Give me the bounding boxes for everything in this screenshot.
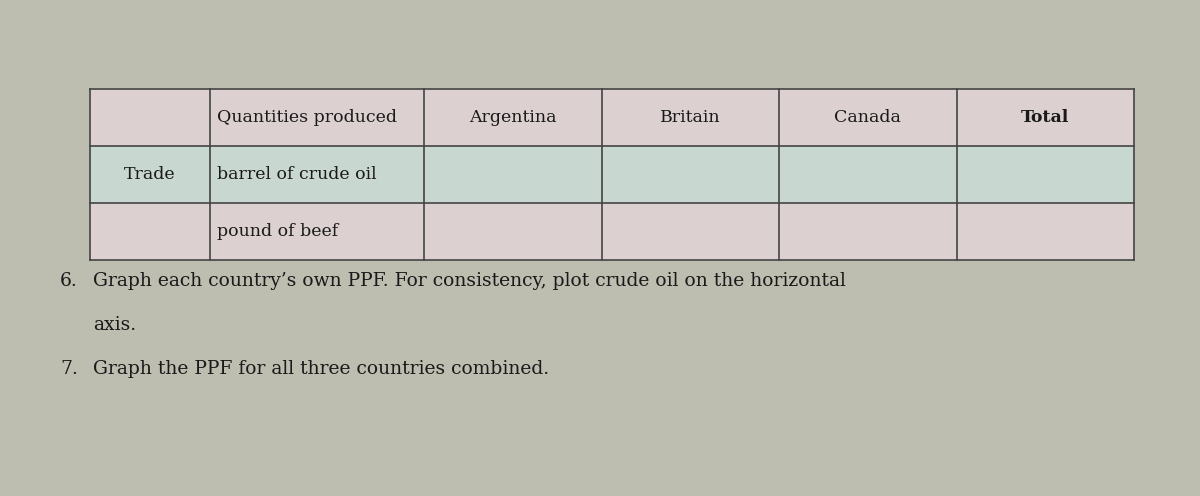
Bar: [779, 146, 956, 203]
Bar: [210, 146, 424, 203]
Bar: [601, 89, 779, 146]
Text: Quantities produced: Quantities produced: [217, 109, 397, 126]
Bar: [601, 146, 779, 203]
Bar: [210, 203, 424, 260]
Bar: [90, 146, 210, 203]
Text: barrel of crude oil: barrel of crude oil: [217, 166, 377, 184]
Bar: [424, 146, 601, 203]
Bar: [956, 146, 1134, 203]
Bar: [424, 89, 601, 146]
Bar: [956, 203, 1134, 260]
Bar: [779, 203, 956, 260]
Text: pound of beef: pound of beef: [217, 223, 338, 241]
Text: Canada: Canada: [834, 109, 901, 126]
Bar: [779, 89, 956, 146]
Bar: [956, 89, 1134, 146]
Text: Graph the PPF for all three countries combined.: Graph the PPF for all three countries co…: [94, 361, 550, 378]
Bar: [90, 89, 210, 146]
Text: 6.: 6.: [60, 272, 78, 290]
Text: 7.: 7.: [60, 361, 78, 378]
Text: axis.: axis.: [94, 316, 136, 334]
Text: Trade: Trade: [125, 166, 176, 184]
Text: Total: Total: [1021, 109, 1069, 126]
Bar: [424, 203, 601, 260]
Bar: [601, 203, 779, 260]
Text: Britain: Britain: [660, 109, 721, 126]
Bar: [90, 203, 210, 260]
Text: Graph each country’s own PPF. For consistency, plot crude oil on the horizontal: Graph each country’s own PPF. For consis…: [94, 272, 846, 290]
Text: Argentina: Argentina: [469, 109, 557, 126]
Bar: [210, 89, 424, 146]
